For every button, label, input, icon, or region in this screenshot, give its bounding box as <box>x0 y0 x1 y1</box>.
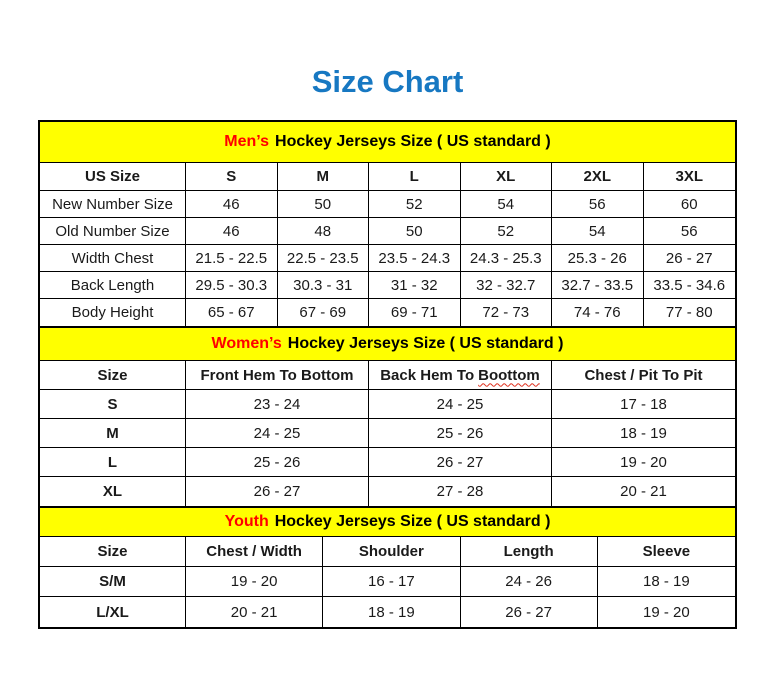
womens-col-header: Size <box>40 361 186 390</box>
mens-size-grid: US Size S M L XL 2XL 3XL New Number Size… <box>40 163 735 326</box>
table-cell: 77 - 80 <box>643 299 735 326</box>
table-cell: 54 <box>552 218 644 245</box>
table-cell: 23 - 24 <box>186 390 369 419</box>
youth-col-header: Size <box>40 537 186 567</box>
table-cell: 23.5 - 24.3 <box>369 245 461 272</box>
womens-size-grid: Size Front Hem To Bottom Back Hem To Boo… <box>40 361 735 506</box>
table-cell: 67 - 69 <box>277 299 369 326</box>
table-cell: 74 - 76 <box>552 299 644 326</box>
page-title: Size Chart <box>311 64 464 99</box>
table-cell: 69 - 71 <box>369 299 461 326</box>
table-cell: 18 - 19 <box>552 419 735 448</box>
youth-banner-text: Hockey Jerseys Size ( US standard ) <box>274 513 551 530</box>
mens-row-label: Width Chest <box>40 245 186 272</box>
table-cell: 60 <box>643 191 735 218</box>
table-cell: 19 - 20 <box>597 597 735 627</box>
table-cell: 24.3 - 25.3 <box>460 245 552 272</box>
spellcheck-underlined-word: Boottom <box>478 366 540 384</box>
mens-col-header: S <box>186 163 278 191</box>
mens-banner-highlight: Men’s <box>224 133 270 150</box>
table-cell: 32 - 32.7 <box>460 272 552 299</box>
table-cell: 25.3 - 26 <box>552 245 644 272</box>
youth-col-header: Chest / Width <box>186 537 324 567</box>
table-cell: 18 - 19 <box>597 567 735 597</box>
table-cell: 24 - 26 <box>460 567 598 597</box>
table-cell: 54 <box>460 191 552 218</box>
table-cell: 56 <box>643 218 735 245</box>
youth-row-label: L/XL <box>40 597 186 627</box>
table-cell: 33.5 - 34.6 <box>643 272 735 299</box>
table-cell: 24 - 25 <box>186 419 369 448</box>
table-cell: 26 - 27 <box>460 597 598 627</box>
table-cell: 25 - 26 <box>369 419 552 448</box>
table-cell: 21.5 - 22.5 <box>186 245 278 272</box>
womens-row-label: L <box>40 448 186 477</box>
table-cell: 17 - 18 <box>552 390 735 419</box>
table-cell: 72 - 73 <box>460 299 552 326</box>
table-cell: 52 <box>460 218 552 245</box>
table-cell: 46 <box>186 191 278 218</box>
youth-col-header: Length <box>460 537 598 567</box>
womens-banner-text: Hockey Jerseys Size ( US standard ) <box>287 335 564 352</box>
youth-col-header: Shoulder <box>323 537 461 567</box>
womens-section-banner: Women’s Hockey Jerseys Size ( US standar… <box>40 326 735 361</box>
table-cell: 56 <box>552 191 644 218</box>
youth-row-label: S/M <box>40 567 186 597</box>
table-cell: 26 - 27 <box>369 448 552 477</box>
table-cell: 19 - 20 <box>552 448 735 477</box>
table-cell: 16 - 17 <box>323 567 461 597</box>
mens-col-header: US Size <box>40 163 186 191</box>
womens-col-header-misspelled: Back Hem To Boottom <box>369 361 552 390</box>
table-cell: 48 <box>277 218 369 245</box>
table-cell: 30.3 - 31 <box>277 272 369 299</box>
youth-section-banner: Youth Hockey Jerseys Size ( US standard … <box>40 506 735 537</box>
table-cell: 20 - 21 <box>552 477 735 506</box>
mens-col-header: XL <box>460 163 552 191</box>
table-cell: 29.5 - 30.3 <box>186 272 278 299</box>
table-cell: 32.7 - 33.5 <box>552 272 644 299</box>
mens-col-header: 3XL <box>643 163 735 191</box>
mens-banner-text: Hockey Jerseys Size ( US standard ) <box>275 133 551 150</box>
youth-banner-highlight: Youth <box>224 513 269 530</box>
table-cell: 50 <box>277 191 369 218</box>
womens-banner-highlight: Women’s <box>211 335 282 352</box>
womens-col-header: Chest / Pit To Pit <box>552 361 735 390</box>
table-cell: 25 - 26 <box>186 448 369 477</box>
mens-section-banner: Men’s Hockey Jerseys Size ( US standard … <box>40 122 735 163</box>
size-chart-table: Men’s Hockey Jerseys Size ( US standard … <box>38 120 737 629</box>
table-cell: 26 - 27 <box>643 245 735 272</box>
mens-col-header: L <box>369 163 461 191</box>
table-cell: 26 - 27 <box>186 477 369 506</box>
mens-row-label: New Number Size <box>40 191 186 218</box>
header-text: Back Hem To <box>380 366 475 384</box>
youth-col-header: Sleeve <box>597 537 735 567</box>
table-cell: 27 - 28 <box>369 477 552 506</box>
mens-row-label: Old Number Size <box>40 218 186 245</box>
table-cell: 20 - 21 <box>186 597 324 627</box>
table-cell: 31 - 32 <box>369 272 461 299</box>
table-cell: 46 <box>186 218 278 245</box>
mens-col-header: M <box>277 163 369 191</box>
table-cell: 65 - 67 <box>186 299 278 326</box>
table-cell: 50 <box>369 218 461 245</box>
womens-row-label: M <box>40 419 186 448</box>
mens-col-header: 2XL <box>552 163 644 191</box>
table-cell: 19 - 20 <box>186 567 324 597</box>
table-cell: 18 - 19 <box>323 597 461 627</box>
table-cell: 24 - 25 <box>369 390 552 419</box>
womens-row-label: S <box>40 390 186 419</box>
table-cell: 52 <box>369 191 461 218</box>
womens-row-label: XL <box>40 477 186 506</box>
mens-row-label: Back Length <box>40 272 186 299</box>
womens-col-header: Front Hem To Bottom <box>186 361 369 390</box>
youth-size-grid: Size Chest / Width Shoulder Length Sleev… <box>40 537 735 627</box>
table-cell: 22.5 - 23.5 <box>277 245 369 272</box>
mens-row-label: Body Height <box>40 299 186 326</box>
